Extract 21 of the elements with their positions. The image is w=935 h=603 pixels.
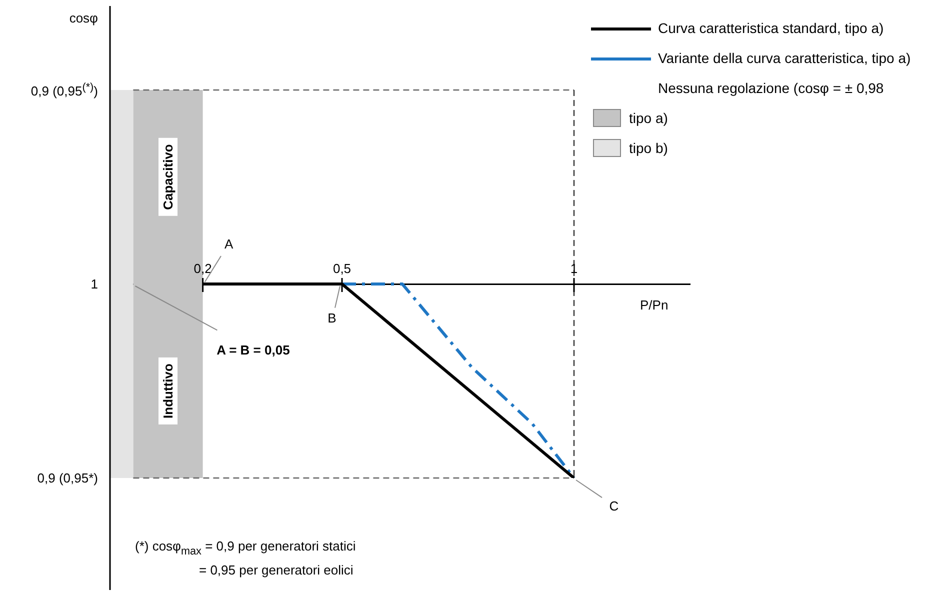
legend-label: Variante della curva caratteristica, tipo a) <box>658 50 911 66</box>
text: = 0,95 per generatori eolici <box>199 562 354 578</box>
text: Capacitivo <box>158 138 178 216</box>
text: (*) cosφ$_{max}$ = 0,9 per generatori statici <box>135 538 356 558</box>
annotation: 0,9 (0,95$^{(*)}$) <box>30 81 98 99</box>
legend-label: Curva caratteristica standard, tipo a) <box>658 20 884 36</box>
x-tick-label: 0,5 <box>332 261 352 276</box>
text: cosφ <box>69 10 98 26</box>
annotation: C <box>609 498 619 514</box>
annotation: B <box>328 310 336 326</box>
legend-title: Nessuna regolazione (cosφ = ± 0,98 <box>658 80 884 96</box>
annotation: Induttivo <box>158 357 178 424</box>
annotation: A <box>224 236 234 252</box>
annotation: 0,9 (0,95*) <box>37 470 98 486</box>
annotation: 1 <box>90 276 98 292</box>
x-axis-title: P/Pn <box>640 298 668 313</box>
x-tick-label: 0,2 <box>194 261 212 276</box>
x-tick-label: 1 <box>570 261 578 276</box>
annotation: A = B = 0,05 <box>216 342 290 358</box>
text: tipo a) <box>629 110 668 126</box>
text: tipo b) <box>629 140 668 156</box>
